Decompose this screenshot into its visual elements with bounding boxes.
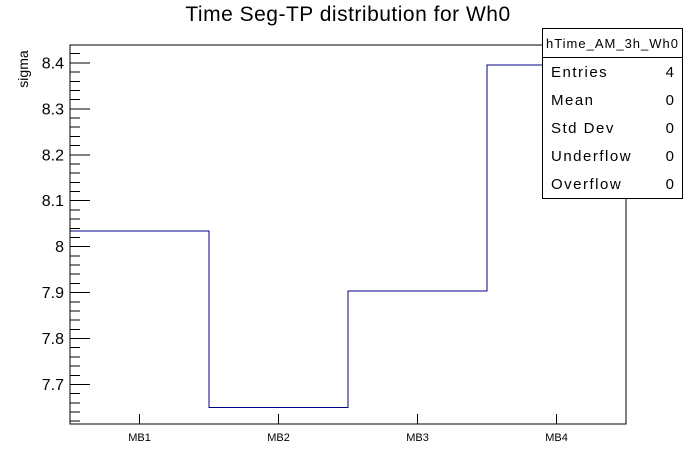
stats-row-overflow: Overflow 0	[543, 171, 682, 199]
stats-label: Std Dev	[551, 119, 615, 137]
y-tick-label: 8	[55, 239, 64, 256]
stats-box: hTime_AM_3h_Wh0 Entries 4 Mean 0 Std Dev…	[542, 28, 683, 199]
histogram-step-line	[70, 64, 626, 408]
y-axis-major-ticks: 7.7 7.8 7.9 8 8.1 8.2 8.3 8.4	[42, 55, 90, 394]
y-tick-label: 8.4	[42, 55, 64, 72]
stats-value: 0	[665, 91, 674, 109]
plot-frame	[69, 44, 627, 425]
x-axis-ticks: MB1 MB2 MB3 MB4	[128, 414, 568, 444]
stats-box-title: hTime_AM_3h_Wh0	[543, 29, 682, 58]
stats-row-mean: Mean 0	[543, 86, 682, 114]
stats-label: Overflow	[551, 176, 623, 194]
stats-row-entries: Entries 4	[543, 58, 682, 86]
y-axis-minor-ticks	[70, 53, 80, 422]
stats-row-stddev: Std Dev 0	[543, 114, 682, 142]
y-tick-label: 8.1	[42, 193, 64, 210]
stats-label: Underflow	[551, 148, 633, 166]
x-tick-label: MB4	[545, 432, 568, 444]
x-tick-label: MB3	[406, 432, 429, 444]
y-tick-label: 7.9	[42, 285, 64, 302]
stats-value: 4	[665, 63, 674, 81]
x-tick-label: MB2	[267, 432, 290, 444]
stats-label: Entries	[551, 63, 609, 81]
y-tick-label: 7.7	[42, 377, 64, 394]
chart-title: Time Seg-TP distribution for Wh0	[185, 3, 511, 26]
y-tick-label: 7.8	[42, 331, 64, 348]
stats-label: Mean	[551, 91, 595, 109]
x-tick-label: MB1	[128, 432, 151, 444]
y-tick-label: 8.2	[42, 147, 64, 164]
stats-value: 0	[665, 148, 674, 166]
stats-value: 0	[665, 176, 674, 194]
y-tick-label: 8.3	[42, 101, 64, 118]
stats-value: 0	[665, 119, 674, 137]
stats-row-underflow: Underflow 0	[543, 143, 682, 171]
